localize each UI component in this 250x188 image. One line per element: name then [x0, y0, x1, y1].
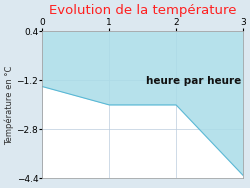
- Y-axis label: Température en °C: Température en °C: [4, 65, 14, 145]
- Title: Evolution de la température: Evolution de la température: [49, 4, 236, 17]
- Text: heure par heure: heure par heure: [146, 76, 241, 86]
